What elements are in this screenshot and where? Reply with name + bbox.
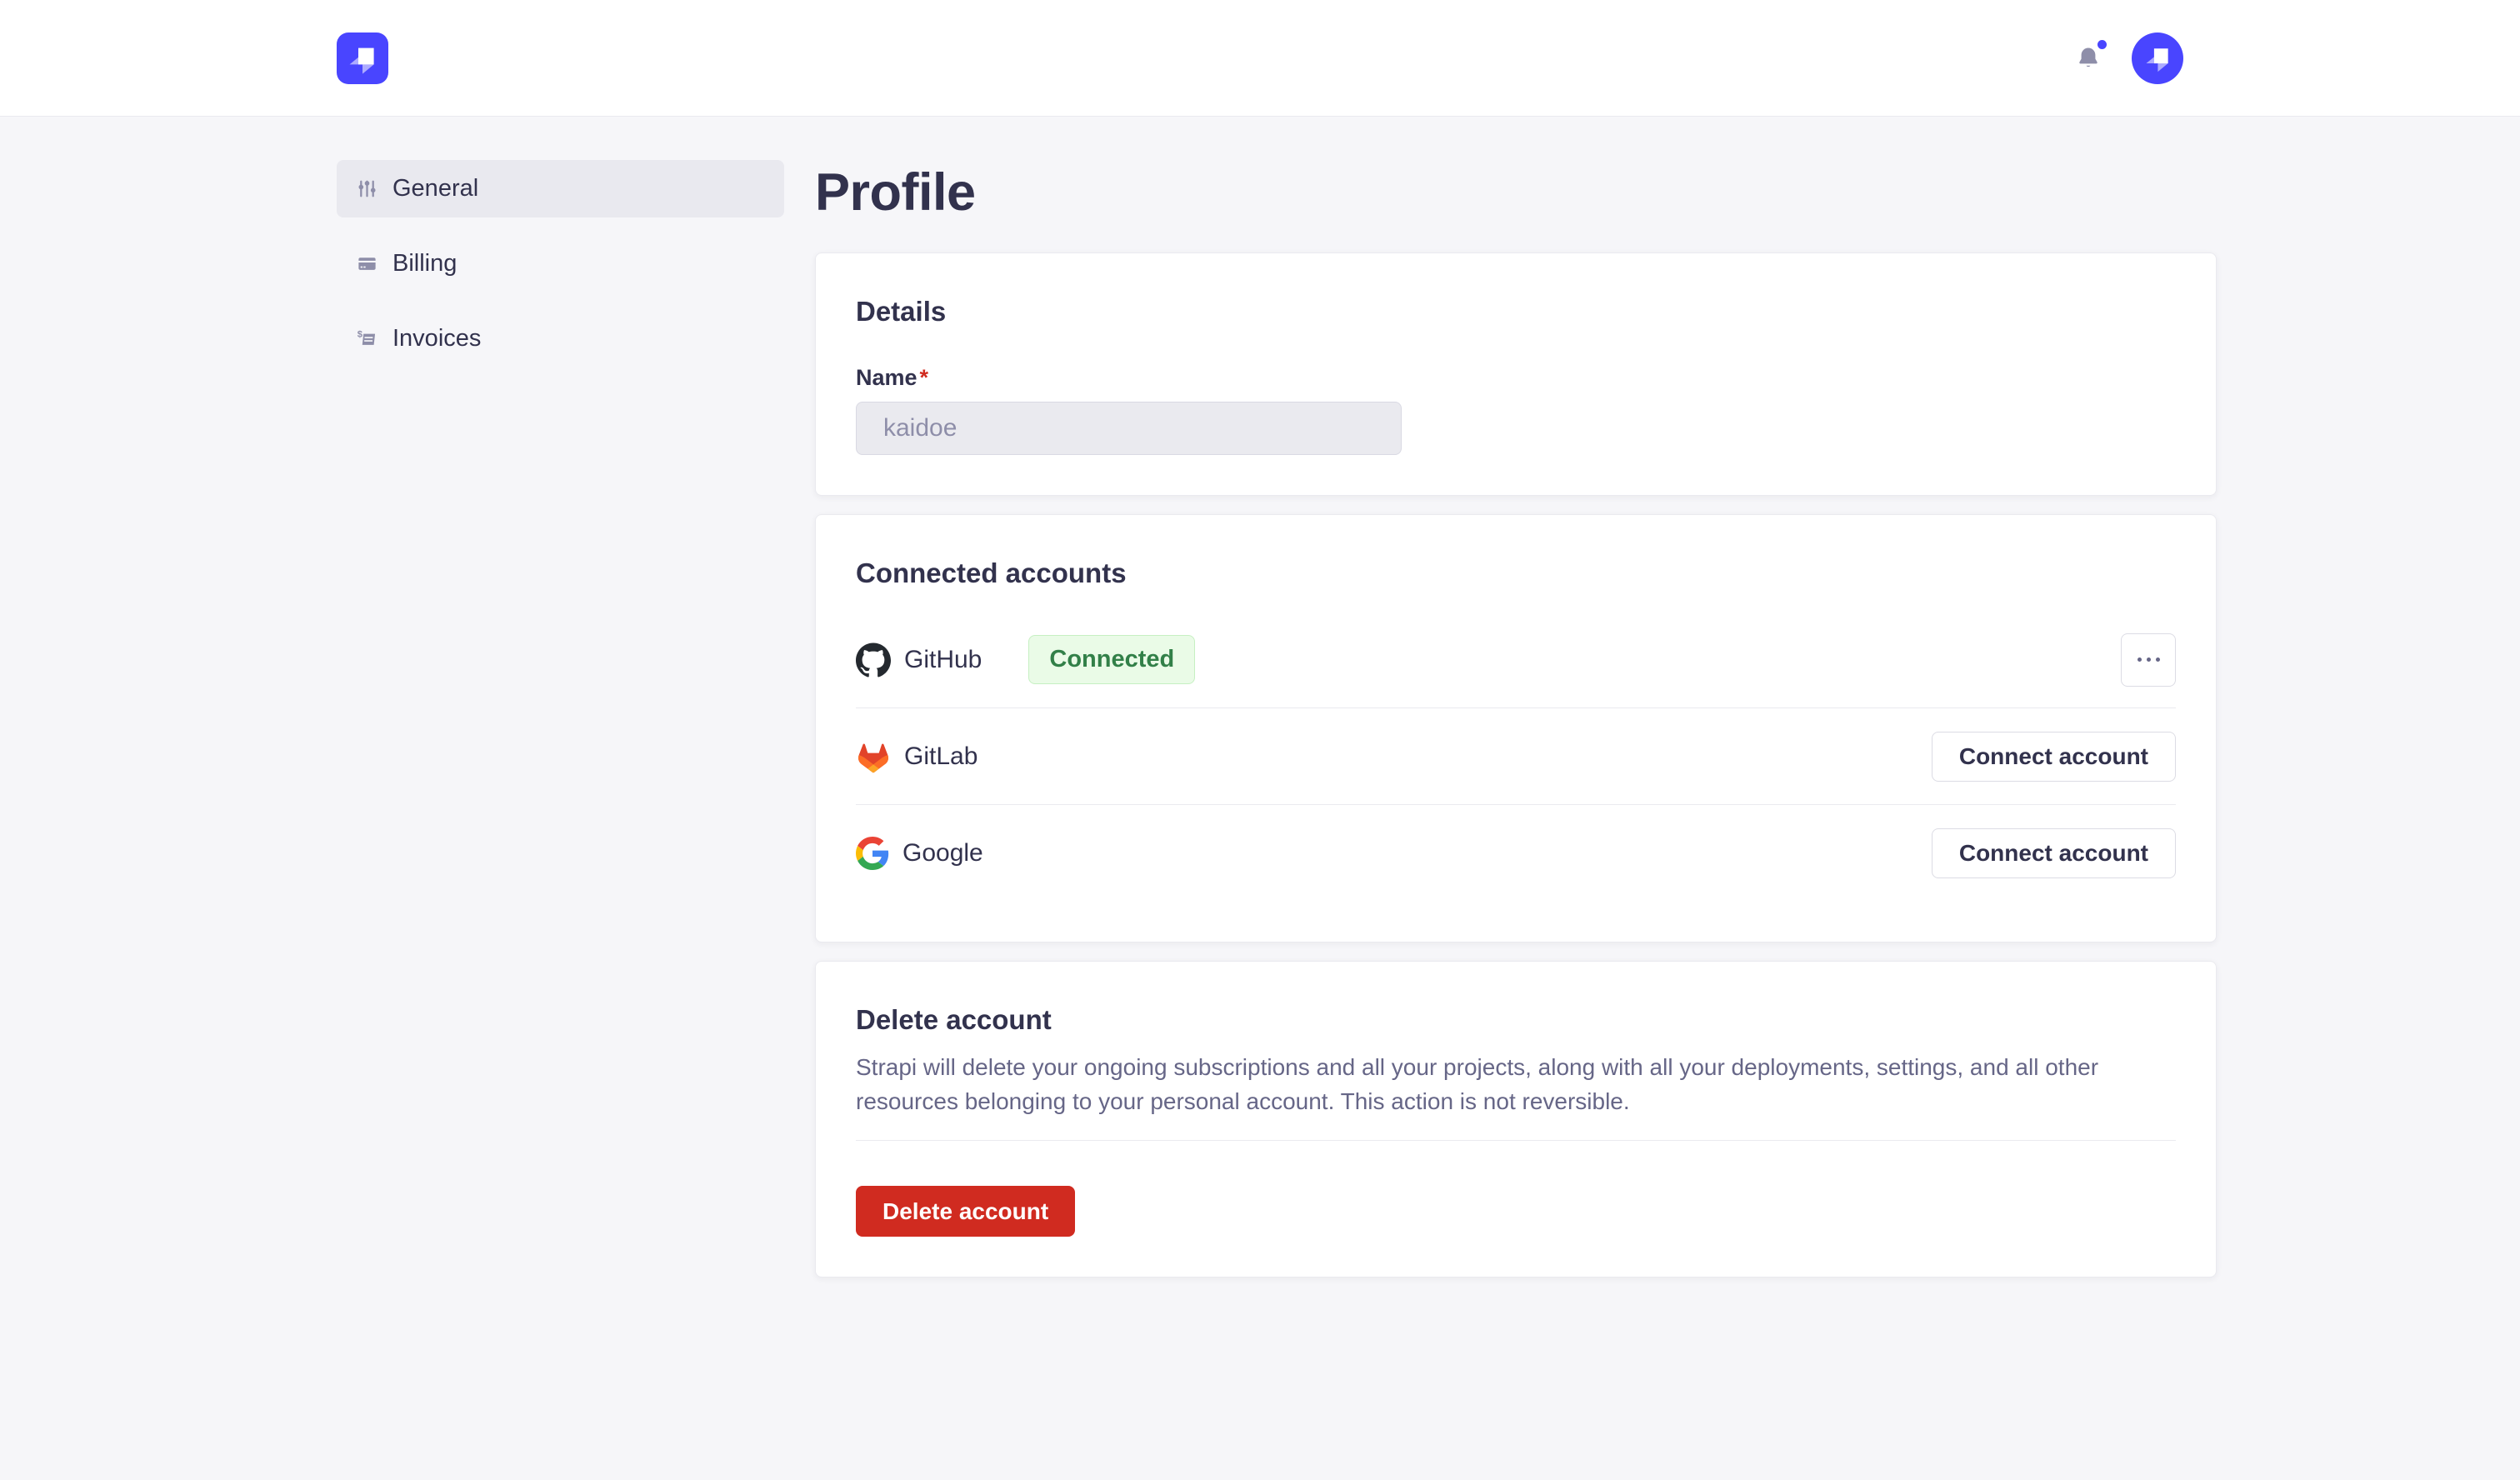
bell-icon [2079,47,2098,68]
delete-account-title: Delete account [856,1004,1052,1035]
name-label: Name * [856,363,2176,392]
page-body: General Billing $ Invoices Profile D [0,117,2520,1278]
strapi-logo-icon [337,32,388,84]
name-field-group: Name * [856,363,2176,455]
provider-rows: GitHub Connected GitLab [856,612,2176,902]
connected-status-badge: Connected [1028,635,1196,684]
delete-account-description: Strapi will delete your ongoing subscrip… [856,1054,2099,1114]
details-title: Details [856,296,947,327]
more-options-icon [2137,658,2142,662]
strapi-logo[interactable] [337,32,388,84]
sidebar-item-invoices[interactable]: $ Invoices [337,310,784,368]
sliders-icon [358,180,376,198]
delete-account-card: Delete account Strapi will delete your o… [815,961,2217,1278]
delete-account-button[interactable]: Delete account [856,1186,1076,1237]
google-connect-account-button[interactable]: Connect account [1931,828,2176,878]
github-more-options-button[interactable] [2121,632,2176,687]
provider-row-github: GitHub Connected [856,612,2176,708]
invoice-icon: $ [358,329,376,345]
connected-accounts-title: Connected accounts [856,558,1127,588]
provider-name: GitHub [904,645,982,673]
sidebar-item-label: Billing [392,250,458,277]
provider-name: GitLab [904,742,978,770]
svg-text:$: $ [358,329,363,339]
provider-row-google: Google Connect account [856,805,2176,902]
main-content: Profile Details Name* Connected accounts… [815,160,2217,1278]
avatar-strapi-icon [2132,32,2183,84]
topbar-actions [2072,32,2183,84]
gitlab-connect-account-button[interactable]: Connect account [1931,731,2176,782]
notifications-button[interactable] [2072,39,2107,77]
details-card: Details Name * [815,252,2217,496]
connected-accounts-card: Connected accounts GitHub Connected [815,514,2217,942]
page-title: Profile [815,163,976,222]
provider-name: Google [902,839,983,867]
settings-sidebar: General Billing $ Invoices [337,160,784,1278]
user-avatar[interactable] [2132,32,2183,84]
gitlab-icon [858,743,889,772]
github-icon [856,642,891,677]
provider-row-gitlab: GitLab Connect account [856,708,2176,805]
divider [856,1140,2176,1141]
required-asterisk: * [919,365,929,390]
sidebar-item-general[interactable]: General [337,160,784,218]
sidebar-item-billing[interactable]: Billing [337,235,784,292]
sidebar-item-label: Invoices [392,325,482,352]
google-icon [856,837,889,870]
top-header [0,0,2520,117]
sidebar-item-label: General [392,175,479,202]
name-label-text: Name [856,365,918,390]
notification-dot [2098,39,2107,49]
credit-card-icon [358,258,376,270]
name-input [856,402,1402,455]
